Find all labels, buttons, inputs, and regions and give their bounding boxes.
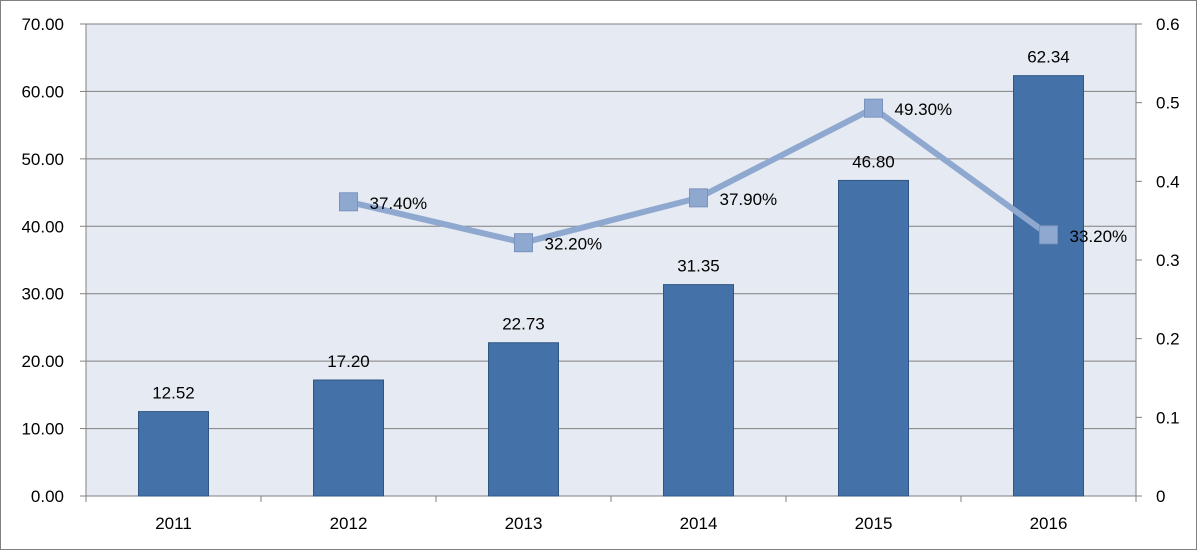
bar-value-label: 46.80 [852, 152, 895, 171]
line-point [1039, 225, 1058, 245]
left-tick-label: 10.00 [21, 420, 64, 439]
line-value-label: 37.40% [370, 194, 428, 213]
line-value-label: 37.90% [720, 190, 778, 209]
bar-series [138, 75, 1084, 497]
bar [313, 379, 384, 497]
right-tick-label: 0.4 [1156, 172, 1180, 191]
x-tick-label: 2012 [330, 514, 368, 533]
line-data-labels: 37.40% 32.20% 37.90% 49.30% 33.20% [370, 100, 1128, 254]
bar [138, 411, 209, 497]
gridlines [86, 90, 1136, 430]
right-tick-label: 0.1 [1156, 408, 1180, 427]
x-tick-label: 2016 [1030, 514, 1068, 533]
x-tick-label: 2014 [680, 514, 718, 533]
left-tick-label: 60.00 [21, 82, 64, 101]
x-tick-label: 2013 [505, 514, 543, 533]
bar [1013, 75, 1084, 497]
bar [838, 179, 909, 497]
left-tick-label: 70.00 [21, 15, 64, 34]
line-point [339, 192, 358, 212]
bar-data-labels: 12.52 17.20 22.73 31.35 46.80 62.34 [152, 48, 1070, 403]
line-point [689, 188, 708, 208]
line-value-label: 32.20% [545, 235, 603, 254]
right-y-axis: 0 0.1 0.2 0.3 0.4 0.5 0.6 [1136, 15, 1180, 506]
right-tick-label: 0.5 [1156, 94, 1180, 113]
left-tick-label: 30.00 [21, 285, 64, 304]
bar [663, 284, 734, 497]
x-tick-label: 2011 [155, 514, 192, 533]
x-tick-label: 2015 [855, 514, 893, 533]
bar-value-label: 62.34 [1027, 48, 1070, 67]
line-value-label: 33.20% [1070, 227, 1128, 246]
plot-area [85, 23, 1137, 497]
line-point [514, 233, 533, 253]
bar-value-label: 31.35 [677, 257, 720, 276]
left-tick-label: 0.00 [31, 487, 64, 506]
right-tick-label: 0.6 [1156, 15, 1180, 34]
x-axis: 2011 2012 2013 2014 2015 2016 [85, 496, 1137, 533]
bar-value-label: 17.20 [327, 352, 370, 371]
left-tick-label: 50.00 [21, 150, 64, 169]
left-y-axis: 0.00 10.00 20.00 30.00 40.00 50.00 60.00 70.00 [21, 15, 86, 506]
right-tick-label: 0 [1156, 487, 1165, 506]
line-value-label: 49.30% [895, 100, 953, 119]
right-tick-label: 0.2 [1156, 330, 1180, 349]
bar-value-label: 12.52 [152, 384, 195, 403]
line-point [864, 98, 883, 118]
left-tick-label: 40.00 [21, 217, 64, 236]
bar [488, 342, 559, 497]
right-tick-label: 0.3 [1156, 251, 1180, 270]
left-tick-label: 20.00 [21, 352, 64, 371]
bar-value-label: 22.73 [502, 315, 545, 334]
line-series [339, 98, 1058, 253]
